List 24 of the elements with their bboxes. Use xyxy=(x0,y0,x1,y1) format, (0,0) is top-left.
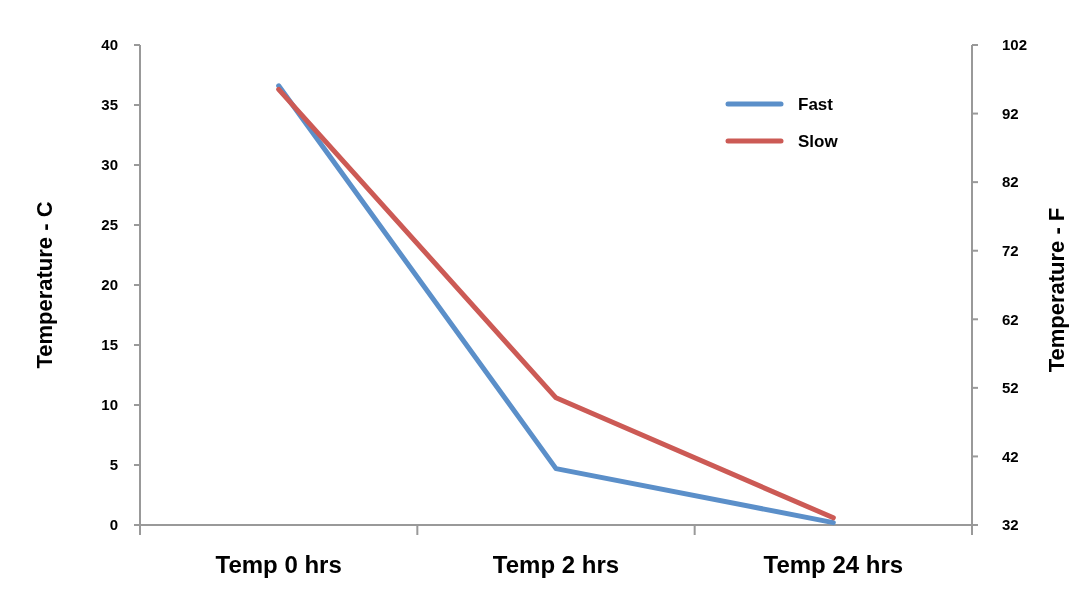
x-tick-label: Temp 0 hrs xyxy=(215,551,342,578)
y-tick-label: 40 xyxy=(101,36,118,54)
y2-tick-label: 82 xyxy=(1002,173,1019,191)
y2-tick-label: 92 xyxy=(1002,104,1019,122)
y2-tick-label: 62 xyxy=(1002,310,1019,328)
x-tick-label: Temp 24 hrs xyxy=(763,551,904,578)
y-tick-label: 15 xyxy=(101,336,118,354)
y-tick-label: 20 xyxy=(101,276,118,294)
y2-tick-label: 52 xyxy=(1002,379,1019,397)
y-tick-label: 35 xyxy=(101,96,118,114)
y-axis-title: Temperature - C xyxy=(32,201,57,369)
x-tick-label: Temp 2 hrs xyxy=(492,551,620,578)
y-tick-label: 0 xyxy=(109,516,118,534)
y-tick-label: 30 xyxy=(101,156,118,174)
y2-tick-label: 32 xyxy=(1002,516,1019,534)
y2-tick-label: 102 xyxy=(1002,36,1028,54)
y2-axis-title: Temperature - F xyxy=(1044,207,1069,373)
y-tick-label: 5 xyxy=(109,456,118,474)
y2-tick-label: 42 xyxy=(1002,447,1019,465)
y-tick-label: 10 xyxy=(101,396,118,414)
legend-label: Slow xyxy=(798,131,839,151)
y2-tick-label: 72 xyxy=(1002,241,1019,259)
y-tick-label: 25 xyxy=(101,216,118,234)
legend-label: Fast xyxy=(798,94,834,114)
